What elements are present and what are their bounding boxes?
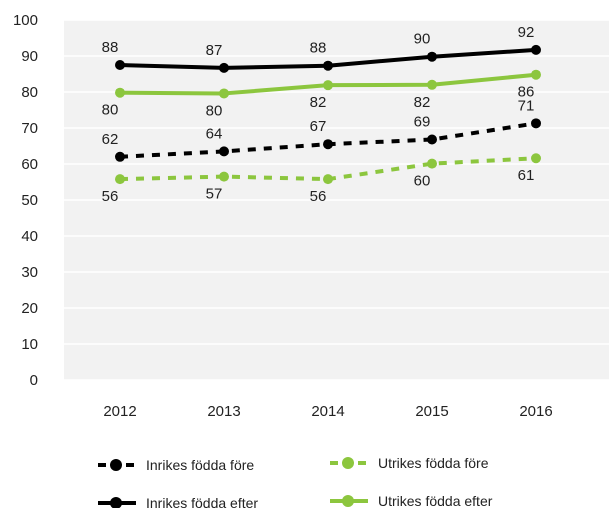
data-point (115, 151, 125, 162)
data-label: 82 (414, 94, 431, 111)
y-tick-label: 10 (21, 336, 38, 353)
data-label: 56 (310, 188, 327, 205)
y-tick-label: 0 (30, 372, 38, 389)
data-point (115, 87, 125, 98)
data-label: 56 (102, 188, 119, 205)
data-point (427, 51, 437, 62)
data-label: 88 (102, 39, 119, 56)
data-point (427, 79, 437, 90)
data-label: 69 (414, 114, 431, 131)
data-point (115, 174, 125, 185)
data-label: 71 (518, 97, 535, 114)
y-tick-label: 70 (21, 120, 38, 137)
legend-label: Utrikes födda efter (378, 493, 493, 508)
data-point (531, 69, 541, 80)
data-point (427, 158, 437, 169)
y-tick-label: 40 (21, 228, 38, 245)
data-labels: 62 64 67 69 71 88 87 88 90 92 56 57 56 60 61 80 80 82 82 86 (102, 24, 535, 205)
data-label: 60 (414, 173, 431, 190)
data-label: 64 (206, 125, 223, 142)
data-label: 82 (310, 94, 327, 111)
legend-swatch-marker (342, 457, 354, 469)
y-tick-label: 60 (21, 156, 38, 173)
legend-item: Utrikes födda efter (330, 493, 493, 508)
y-tick-label: 30 (21, 264, 38, 281)
legend-label: Utrikes födda före (378, 455, 489, 471)
data-point (323, 174, 333, 185)
data-label: 61 (518, 167, 535, 184)
legend-label: Inrikes födda före (146, 457, 254, 473)
y-tick-label: 50 (21, 192, 38, 209)
data-label: 88 (310, 40, 327, 57)
legend-item: Utrikes födda före (330, 455, 489, 471)
y-tick-label: 20 (21, 300, 38, 317)
x-axis-tick-labels: 2012 2013 2014 2015 2016 (103, 403, 552, 420)
data-label: 80 (102, 102, 119, 119)
data-point (323, 60, 333, 71)
y-tick-label: 90 (21, 48, 38, 65)
x-tick-label: 2012 (103, 403, 136, 420)
data-point (531, 44, 541, 55)
data-point (531, 153, 541, 164)
y-tick-label: 80 (21, 84, 38, 101)
data-label: 87 (206, 42, 223, 59)
data-point (219, 62, 229, 73)
legend-label: Inrikes födda efter (146, 495, 258, 508)
x-tick-label: 2013 (207, 403, 240, 420)
data-label: 90 (414, 31, 431, 48)
legend: Inrikes födda före Utrikes födda före Inri… (98, 455, 493, 508)
data-point (323, 139, 333, 150)
x-tick-label: 2014 (311, 403, 344, 420)
data-label: 57 (206, 186, 223, 203)
data-point (219, 146, 229, 157)
data-label: 67 (310, 118, 327, 135)
data-label: 86 (518, 84, 535, 101)
legend-swatch-marker (110, 459, 122, 471)
y-tick-label: 100 (13, 12, 38, 29)
legend-item: Inrikes födda efter (98, 495, 258, 508)
data-point (219, 88, 229, 99)
x-tick-label: 2016 (519, 403, 552, 420)
y-axis-tick-labels: 0 10 20 30 40 50 60 70 80 90 100 (13, 12, 38, 389)
data-point (115, 60, 125, 70)
legend-item: Inrikes födda före (98, 457, 254, 473)
data-point (219, 171, 229, 182)
legend-swatch-marker (110, 497, 122, 508)
legend-swatch-marker (342, 495, 354, 507)
data-point (531, 118, 541, 129)
data-label: 62 (102, 131, 119, 148)
data-point (427, 134, 437, 145)
series-points (115, 44, 541, 185)
data-point (323, 80, 333, 91)
data-label: 92 (518, 24, 535, 41)
x-tick-label: 2015 (415, 403, 448, 420)
data-label: 80 (206, 102, 223, 119)
